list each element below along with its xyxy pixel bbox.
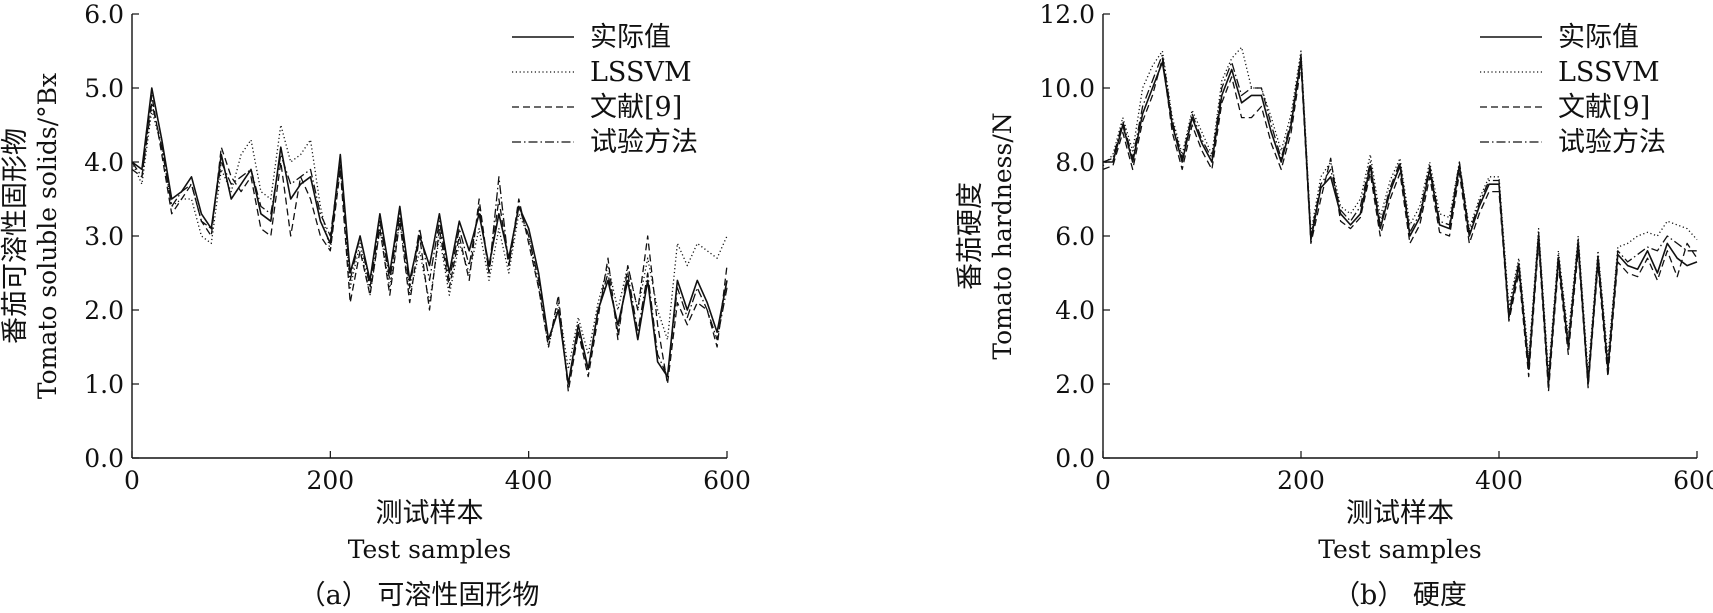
legend-label: 试验方法 (590, 127, 698, 158)
y-tick-label: 12.0 (1039, 0, 1095, 29)
x-tick-label: 600 (703, 466, 751, 495)
y-axis-title-en: Tomato soluble solids/°Bx (33, 73, 62, 399)
y-axis-title-cn: 番茄硬度 (955, 182, 986, 290)
legend: 实际值 LSSVM 文献[9] 试验方法 (1480, 22, 1666, 158)
y-tick-label: 3.0 (84, 222, 124, 251)
series-line-3 (131, 102, 728, 385)
legend-label: 试验方法 (1558, 127, 1666, 158)
chart-caption: （a） 可溶性固形物 (299, 580, 540, 611)
legend-label: 实际值 (1558, 22, 1639, 53)
legend-label: 实际值 (590, 22, 671, 53)
x-tick-label: 400 (505, 466, 553, 495)
x-tick-label: 0 (1095, 466, 1111, 495)
chart-a: 0.0 1.0 2.0 3.0 4.0 5.0 6.0 0 200 400 600 测试样本 Test … (0, 0, 751, 611)
series-line-2 (1102, 57, 1698, 393)
y-tick-label: 10.0 (1039, 74, 1095, 103)
legend: 实际值 LSSVM 文献[9] 试验方法 (512, 22, 698, 158)
y-tick-label: 4.0 (1055, 296, 1095, 325)
y-axis-title-cn: 番茄可溶性固形物 (0, 128, 31, 344)
legend-label: 文献[9] (1558, 92, 1650, 123)
x-tick-label: 400 (1475, 466, 1523, 495)
y-tick-label: 2.0 (84, 296, 124, 325)
x-tick-label: 0 (124, 466, 140, 495)
chart-caption: （b） 硬度 (1333, 580, 1467, 611)
y-tick-label: 8.0 (1055, 148, 1095, 177)
y-tick-label: 1.0 (84, 370, 124, 399)
legend-label: LSSVM (1558, 57, 1660, 88)
y-tick-label: 6.0 (1055, 222, 1095, 251)
y-tick-label: 0.0 (84, 444, 124, 473)
series-line-2 (131, 94, 728, 393)
y-tick-label: 6.0 (84, 0, 124, 29)
y-tick-label: 0.0 (1055, 444, 1095, 473)
y-tick-label: 4.0 (84, 148, 124, 177)
legend-label: LSSVM (590, 57, 692, 88)
x-tick-label: 200 (1277, 466, 1325, 495)
x-axis-title-en: Test samples (348, 535, 511, 564)
x-axis-title-cn: 测试样本 (1346, 498, 1454, 529)
y-tick-label: 2.0 (1055, 370, 1095, 399)
x-tick-label: 600 (1673, 466, 1713, 495)
series-line-0 (131, 87, 728, 385)
x-axis-title-cn: 测试样本 (376, 498, 484, 529)
series-line-1 (131, 109, 728, 370)
x-tick-label: 200 (306, 466, 354, 495)
x-axis-title-en: Test samples (1318, 535, 1481, 564)
y-axis-title-en: Tomato hardness/N (988, 112, 1017, 359)
chart-b: 0.0 2.0 4.0 6.0 8.0 10.0 12.0 0 200 400 600 测试样本 Tes… (955, 0, 1713, 611)
y-tick-label: 5.0 (84, 74, 124, 103)
legend-label: 文献[9] (590, 92, 682, 123)
series-line-1 (1102, 46, 1698, 374)
